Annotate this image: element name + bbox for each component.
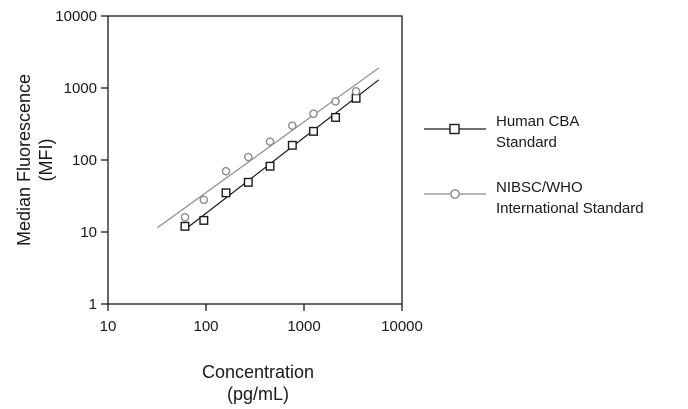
y-tick-label: 10000 (55, 8, 97, 25)
legend-square-marker (449, 123, 460, 135)
x-tick-label: 10000 (381, 318, 423, 335)
legend-item-human-cba: Human CBA Standard (424, 113, 579, 151)
y-axis-title-line-2: (MFI) (36, 139, 56, 182)
point-nibsc-who (351, 86, 361, 96)
point-human-cba (351, 93, 361, 103)
point-nibsc-who (243, 152, 253, 162)
point-nibsc-who (180, 213, 190, 222)
y-axis-ticks: 1 10 100 1000 10000 (55, 8, 108, 313)
data-points (180, 86, 361, 231)
point-human-cba (308, 126, 318, 136)
point-human-cba (331, 112, 341, 122)
point-nibsc-who (331, 97, 340, 106)
x-axis-title-line-1: Concentration (202, 362, 314, 382)
y-axis-title-line-1: Median Fluorescence (14, 74, 34, 246)
plot-frame (107, 15, 403, 305)
y-tick-label: 10 (80, 224, 97, 241)
point-nibsc-who (199, 195, 209, 205)
x-tick-label: 1000 (287, 318, 320, 335)
y-tick-label: 1000 (64, 80, 97, 97)
point-nibsc-who (309, 109, 318, 118)
point-human-cba (221, 188, 231, 198)
point-nibsc-who (221, 166, 231, 176)
x-axis-title-line-2: (pg/mL) (227, 384, 289, 404)
x-tick-label: 10 (100, 318, 117, 335)
legend-circle-marker (450, 189, 460, 199)
y-tick-label: 1 (89, 296, 97, 313)
x-tick-label: 100 (193, 318, 218, 335)
legend-label-human-cba-line-1: Human CBA (496, 113, 579, 130)
point-human-cba (199, 215, 209, 225)
legend: Human CBA Standard NIBSC/WHO Internation… (424, 113, 644, 217)
y-tick-label: 100 (72, 152, 97, 169)
x-axis-title: Concentration (pg/mL) (202, 362, 314, 404)
x-axis-ticks: 10 100 1000 10000 (100, 304, 423, 335)
point-nibsc-who (265, 137, 275, 146)
fit-line-human-cba (185, 79, 380, 230)
point-human-cba (265, 161, 275, 171)
fit-lines (157, 67, 380, 230)
fit-line-nibsc-who (157, 67, 380, 229)
legend-label-nibsc-who-line-1: NIBSC/WHO (496, 179, 583, 196)
point-human-cba (243, 177, 253, 187)
y-axis-title: Median Fluorescence (MFI) (14, 74, 56, 246)
point-nibsc-who (288, 121, 297, 130)
legend-label-nibsc-who-line-2: International Standard (496, 200, 644, 217)
point-human-cba (287, 140, 297, 150)
legend-label-human-cba-line-2: Standard (496, 134, 557, 151)
point-human-cba (180, 221, 190, 231)
legend-item-nibsc-who: NIBSC/WHO International Standard (424, 179, 644, 217)
